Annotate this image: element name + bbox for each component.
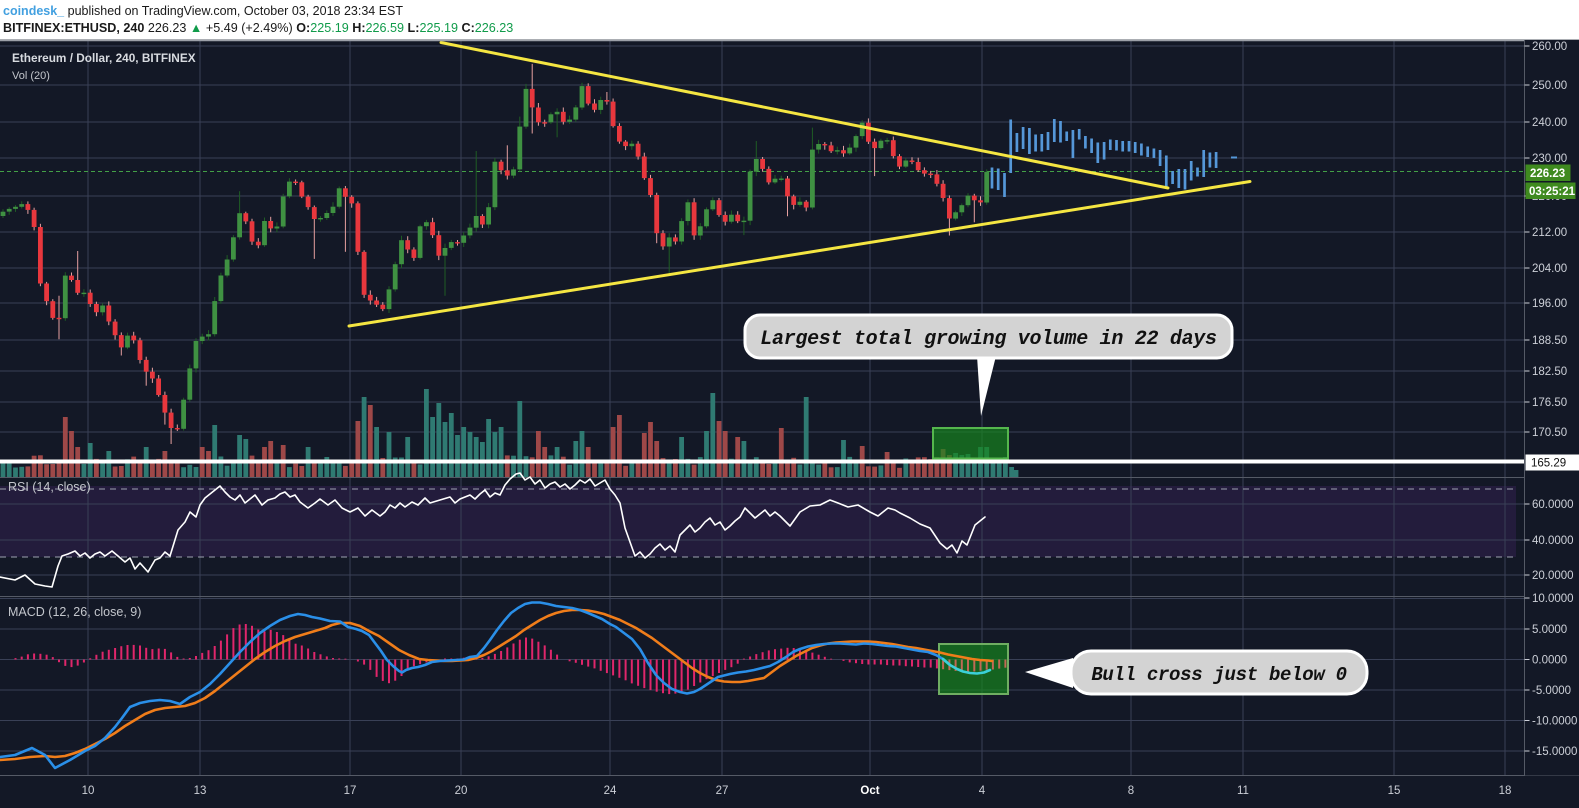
svg-text:RSI (14, close): RSI (14, close) [8, 480, 91, 494]
svg-text:0.0000: 0.0000 [1532, 655, 1567, 667]
svg-text:27: 27 [716, 785, 729, 797]
svg-text:188.50: 188.50 [1532, 335, 1567, 347]
svg-text:BITFINEX:ETHUSD, 240 226.23 ▲: BITFINEX:ETHUSD, 240 226.23 ▲ +5.49 (+2.… [3, 21, 513, 35]
svg-text:20.0000: 20.0000 [1532, 570, 1574, 582]
svg-text:Largest total growing volume i: Largest total growing volume in 22 days [760, 328, 1217, 351]
svg-text:coindesk_ published on Trading: coindesk_ published on TradingView.com, … [3, 4, 403, 18]
svg-text:13: 13 [194, 785, 207, 797]
svg-text:18: 18 [1499, 785, 1512, 797]
svg-text:240.00: 240.00 [1532, 117, 1567, 129]
svg-text:165.29: 165.29 [1531, 458, 1566, 470]
svg-text:170.50: 170.50 [1532, 427, 1567, 439]
svg-text:Vol (20): Vol (20) [12, 70, 50, 82]
svg-text:24: 24 [604, 785, 617, 797]
svg-text:176.50: 176.50 [1532, 397, 1567, 409]
svg-text:212.00: 212.00 [1532, 227, 1567, 239]
svg-text:226.23: 226.23 [1530, 168, 1565, 180]
svg-text:MACD (12, 26, close, 9): MACD (12, 26, close, 9) [8, 605, 141, 619]
svg-text:196.00: 196.00 [1532, 298, 1567, 310]
svg-text:Oct: Oct [860, 785, 879, 797]
svg-text:10: 10 [82, 785, 95, 797]
svg-text:60.0000: 60.0000 [1532, 499, 1574, 511]
svg-text:260.00: 260.00 [1532, 41, 1567, 53]
svg-text:-15.0000: -15.0000 [1532, 746, 1577, 758]
svg-text:Ethereum / Dollar, 240, BITFIN: Ethereum / Dollar, 240, BITFINEX [12, 51, 196, 65]
svg-text:250.00: 250.00 [1532, 80, 1567, 92]
svg-text:17: 17 [344, 785, 357, 797]
svg-text:4: 4 [979, 785, 986, 797]
svg-text:5.0000: 5.0000 [1532, 624, 1567, 636]
svg-text:10.0000: 10.0000 [1532, 593, 1574, 605]
svg-text:03:25:21: 03:25:21 [1529, 186, 1576, 198]
svg-text:8: 8 [1128, 785, 1134, 797]
svg-text:204.00: 204.00 [1532, 263, 1567, 275]
svg-text:15: 15 [1388, 785, 1401, 797]
svg-text:11: 11 [1237, 785, 1249, 797]
svg-text:182.50: 182.50 [1532, 366, 1567, 378]
svg-text:-10.0000: -10.0000 [1532, 716, 1577, 728]
svg-text:40.0000: 40.0000 [1532, 535, 1574, 547]
svg-text:230.00: 230.00 [1532, 153, 1567, 165]
svg-text:-5.0000: -5.0000 [1532, 685, 1571, 697]
svg-text:Bull cross just below 0: Bull cross just below 0 [1091, 664, 1346, 686]
svg-text:20: 20 [455, 785, 468, 797]
